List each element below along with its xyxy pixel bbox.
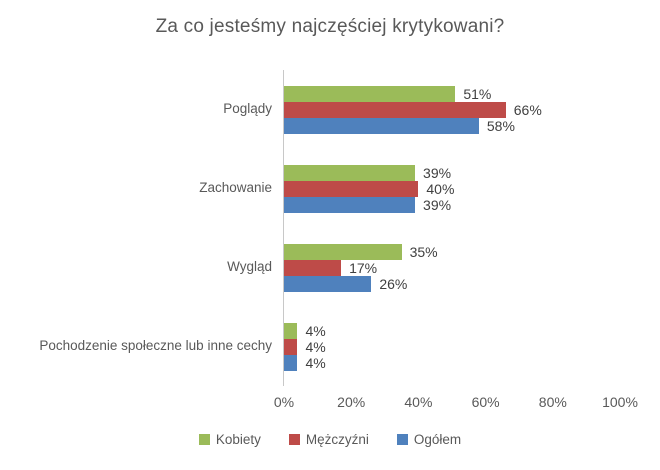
x-axis-tick-label: 80% bbox=[538, 394, 567, 410]
legend-label: Kobiety bbox=[215, 432, 261, 447]
bar-ogółem bbox=[284, 354, 298, 371]
legend-label: Ogółem bbox=[413, 432, 462, 447]
legend-item-mezczyzni: Mężczyźni bbox=[288, 432, 369, 447]
legend: Kobiety Mężczyźni Ogółem bbox=[0, 432, 660, 447]
x-axis-tick-label: 20% bbox=[337, 394, 366, 410]
x-axis-tick-label: 40% bbox=[404, 394, 433, 410]
category-label: Pochodzenie społeczne lub inne cechy bbox=[39, 338, 272, 354]
value-label: 39% bbox=[423, 196, 452, 213]
category-label: Poglądy bbox=[223, 101, 272, 117]
value-label: 58% bbox=[486, 117, 515, 134]
ogolem-swatch-icon bbox=[396, 434, 408, 445]
value-label: 35% bbox=[409, 243, 438, 260]
bar-kobiety bbox=[284, 322, 298, 339]
bar-mężczyźni bbox=[284, 259, 342, 276]
bar-ogółem bbox=[284, 275, 372, 292]
category-label: Wygląd bbox=[227, 259, 272, 275]
value-label: 4% bbox=[305, 322, 326, 339]
value-label: 39% bbox=[423, 164, 452, 181]
x-axis-tick-label: 60% bbox=[471, 394, 500, 410]
x-axis-tick-label: 100% bbox=[602, 394, 638, 410]
bar-mężczyźni bbox=[284, 180, 419, 197]
value-label: 66% bbox=[513, 101, 542, 118]
bar-kobiety bbox=[284, 243, 402, 260]
mezczyzni-swatch-icon bbox=[288, 434, 300, 445]
category-label: Zachowanie bbox=[199, 180, 272, 196]
bar-mężczyźni bbox=[284, 338, 298, 355]
legend-label: Mężczyźni bbox=[305, 432, 369, 447]
chart-title: Za co jesteśmy najczęściej krytykowani? bbox=[155, 16, 505, 37]
kobiety-swatch-icon bbox=[198, 434, 210, 445]
bar-ogółem bbox=[284, 117, 479, 134]
y-axis-line bbox=[283, 70, 284, 386]
value-label: 4% bbox=[305, 354, 326, 371]
bar-kobiety bbox=[284, 164, 416, 181]
legend-item-ogolem: Ogółem bbox=[396, 432, 462, 447]
value-label: 4% bbox=[305, 338, 326, 355]
value-label: 26% bbox=[379, 275, 408, 292]
value-label: 51% bbox=[463, 85, 492, 102]
legend-item-kobiety: Kobiety bbox=[198, 432, 261, 447]
value-label: 40% bbox=[426, 180, 455, 197]
bar-ogółem bbox=[284, 196, 416, 213]
bar-mężczyźni bbox=[284, 101, 506, 118]
x-axis-tick-label: 0% bbox=[273, 394, 295, 410]
bar-kobiety bbox=[284, 85, 456, 102]
value-label: 17% bbox=[349, 259, 378, 276]
